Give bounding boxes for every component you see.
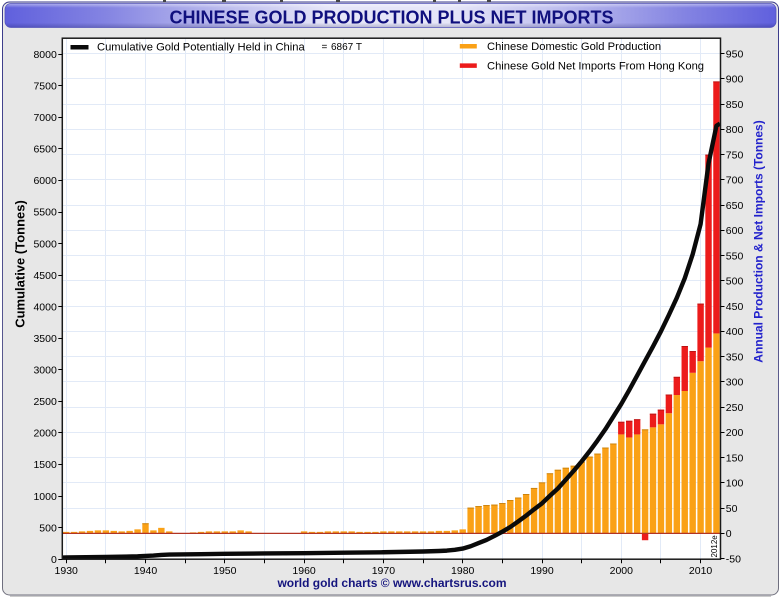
svg-text:1000: 1000 [33,491,57,503]
svg-text:5500: 5500 [33,207,57,219]
svg-text:200: 200 [726,427,744,439]
svg-text:8000: 8000 [33,49,57,61]
svg-text:600: 600 [726,225,744,237]
svg-text:4000: 4000 [33,301,57,313]
svg-text:7500: 7500 [33,80,57,92]
svg-text:550: 550 [726,250,744,262]
svg-text:5000: 5000 [33,238,57,250]
svg-text:=: = [322,42,328,53]
svg-text:1970: 1970 [372,565,396,577]
svg-text:1960: 1960 [292,565,316,577]
svg-text:0: 0 [726,528,732,540]
svg-text:850: 850 [726,99,744,111]
svg-text:-50: -50 [726,553,741,565]
svg-text:Annual Production & Net Import: Annual Production & Net Imports (Tonnes) [752,120,766,362]
svg-text:1980: 1980 [451,565,475,577]
svg-text:1950: 1950 [213,565,237,577]
svg-text:6500: 6500 [33,144,57,156]
svg-text:350: 350 [726,351,744,363]
svg-text:950: 950 [726,48,744,60]
svg-text:750: 750 [726,149,744,161]
svg-text:6867 T: 6867 T [331,42,362,53]
svg-text:700: 700 [726,175,744,187]
svg-text:2000: 2000 [610,565,634,577]
svg-text:100: 100 [726,478,744,490]
svg-text:500: 500 [726,276,744,288]
svg-text:Chinese Domestic Gold Producti: Chinese Domestic Gold Production [487,41,661,53]
svg-text:2500: 2500 [33,396,57,408]
svg-text:1500: 1500 [33,459,57,471]
svg-text:650: 650 [726,200,744,212]
svg-text:1990: 1990 [530,565,554,577]
svg-text:900: 900 [726,74,744,86]
svg-text:4500: 4500 [33,270,57,282]
svg-text:0: 0 [51,554,57,566]
svg-text:150: 150 [726,452,744,464]
svg-text:Cumulative (Tonnes): Cumulative (Tonnes) [12,200,27,328]
svg-text:2000: 2000 [33,428,57,440]
svg-text:3500: 3500 [33,333,57,345]
svg-text:world gold charts © www.charts: world gold charts © www.chartsrus.com [276,576,506,590]
svg-text:2012e: 2012e [710,535,719,558]
svg-text:300: 300 [726,377,744,389]
svg-text:1940: 1940 [134,565,158,577]
svg-text:500: 500 [39,522,57,534]
svg-text:CHINESE GOLD PRODUCTION PLUS N: CHINESE GOLD PRODUCTION PLUS NET IMPORTS [169,8,613,28]
svg-text:400: 400 [726,326,744,338]
svg-text:Cumulative Gold Potentially He: Cumulative Gold Potentially Held in Chin… [97,42,305,54]
svg-text:800: 800 [726,124,744,136]
svg-text:450: 450 [726,301,744,313]
svg-text:3000: 3000 [33,365,57,377]
svg-text:1930: 1930 [55,565,79,577]
svg-text:2010: 2010 [689,565,713,577]
svg-text:250: 250 [726,402,744,414]
svg-text:50: 50 [726,503,738,515]
svg-text:6000: 6000 [33,175,57,187]
svg-text:7000: 7000 [33,112,57,124]
svg-text:Chinese Gold Net Imports From: Chinese Gold Net Imports From Hong Kong [487,60,704,72]
